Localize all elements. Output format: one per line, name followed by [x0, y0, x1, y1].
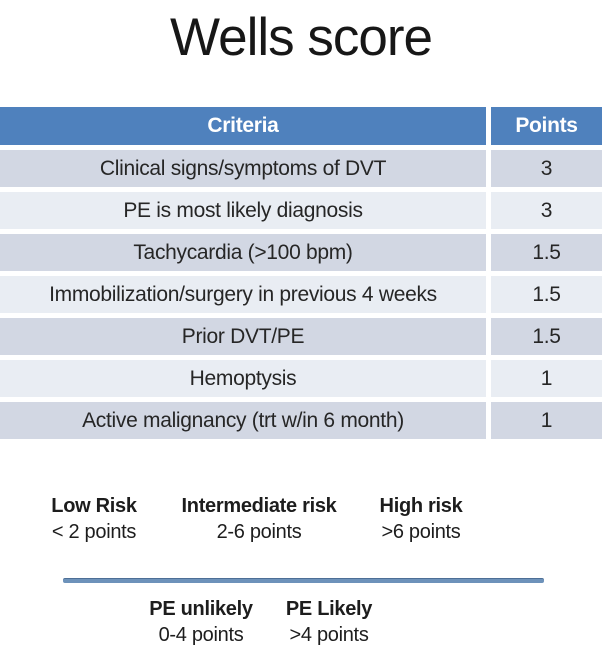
likelihood-range: >4 points	[289, 624, 369, 646]
criteria-cell: Active malignancy (trt w/in 6 month)	[0, 402, 486, 439]
points-cell: 1	[491, 360, 602, 397]
criteria-cell: Prior DVT/PE	[0, 318, 486, 355]
likelihood-pe-likely: PE Likely >4 points	[285, 596, 373, 648]
risk-label: Intermediate risk	[181, 495, 337, 517]
likelihood-range: 0-4 points	[158, 624, 244, 646]
risk-label: High risk	[379, 495, 463, 517]
table-row: PE is most likely diagnosis 3	[0, 192, 602, 229]
table-row: Hemoptysis 1	[0, 360, 602, 397]
risk-range: < 2 points	[51, 521, 137, 543]
risk-range: >6 points	[381, 521, 461, 543]
risk-level-intermediate: Intermediate risk 2-6 points	[182, 493, 337, 545]
risk-level-high: High risk >6 points	[380, 493, 463, 545]
criteria-cell: Hemoptysis	[0, 360, 486, 397]
points-cell: 1.5	[491, 234, 602, 271]
page-title: Wells score	[170, 8, 433, 67]
table-header-row: Criteria Points	[0, 107, 602, 145]
likelihood-label: PE Likely	[285, 598, 373, 620]
header-cell-points: Points	[491, 107, 602, 145]
likelihood-pe-unlikely: PE unlikely 0-4 points	[149, 596, 253, 648]
criteria-cell: Clinical signs/symptoms of DVT	[0, 150, 486, 187]
criteria-cell: PE is most likely diagnosis	[0, 192, 486, 229]
points-cell: 1	[491, 402, 602, 439]
table-row: Clinical signs/symptoms of DVT 3	[0, 150, 602, 187]
points-cell: 1.5	[491, 318, 602, 355]
table-row: Active malignancy (trt w/in 6 month) 1	[0, 402, 602, 439]
table-row: Immobilization/surgery in previous 4 wee…	[0, 276, 602, 313]
risk-range: 2-6 points	[216, 521, 302, 543]
wells-score-table: Criteria Points Clinical signs/symptoms …	[0, 107, 602, 444]
criteria-cell: Tachycardia (>100 bpm)	[0, 234, 486, 271]
points-cell: 3	[491, 150, 602, 187]
header-cell-criteria: Criteria	[0, 107, 486, 145]
risk-label: Low Risk	[51, 495, 137, 517]
table-row: Prior DVT/PE 1.5	[0, 318, 602, 355]
criteria-cell: Immobilization/surgery in previous 4 wee…	[0, 276, 486, 313]
table-row: Tachycardia (>100 bpm) 1.5	[0, 234, 602, 271]
points-cell: 1.5	[491, 276, 602, 313]
risk-level-low: Low Risk < 2 points	[51, 493, 137, 545]
points-cell: 3	[491, 192, 602, 229]
likelihood-label: PE unlikely	[149, 598, 253, 620]
divider-line	[63, 578, 544, 583]
